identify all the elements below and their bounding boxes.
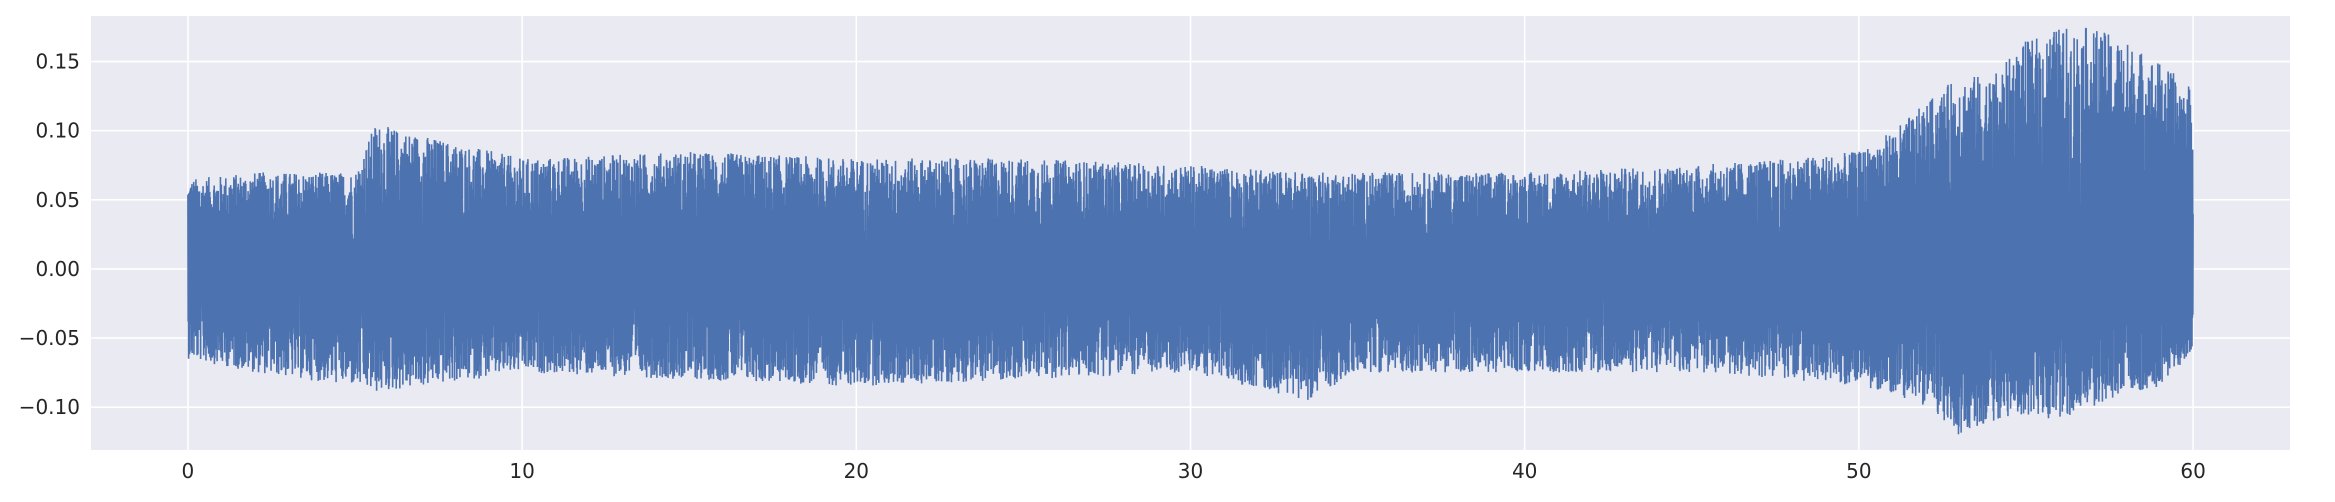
y-tick-label: −0.05 — [19, 326, 80, 350]
y-tick-label: 0.10 — [35, 119, 80, 143]
x-tick-label: 60 — [2180, 459, 2205, 483]
x-tick-label: 30 — [1178, 459, 1203, 483]
y-axis-ticks: −0.10 −0.05 0.00 0.05 0.10 0.15 — [19, 50, 80, 420]
x-axis-ticks: 0 10 20 30 40 50 60 — [182, 459, 2206, 483]
x-tick-label: 40 — [1512, 459, 1537, 483]
x-tick-label: 0 — [182, 459, 195, 483]
y-tick-label: −0.10 — [19, 395, 80, 419]
x-tick-label: 50 — [1846, 459, 1871, 483]
y-tick-label: 0.05 — [35, 188, 80, 212]
y-tick-label: 0.00 — [35, 257, 80, 281]
series-layer — [187, 27, 2194, 435]
series-line — [187, 27, 2194, 435]
x-tick-label: 10 — [509, 459, 534, 483]
x-tick-label: 20 — [844, 459, 869, 483]
y-tick-label: 0.15 — [35, 50, 80, 74]
